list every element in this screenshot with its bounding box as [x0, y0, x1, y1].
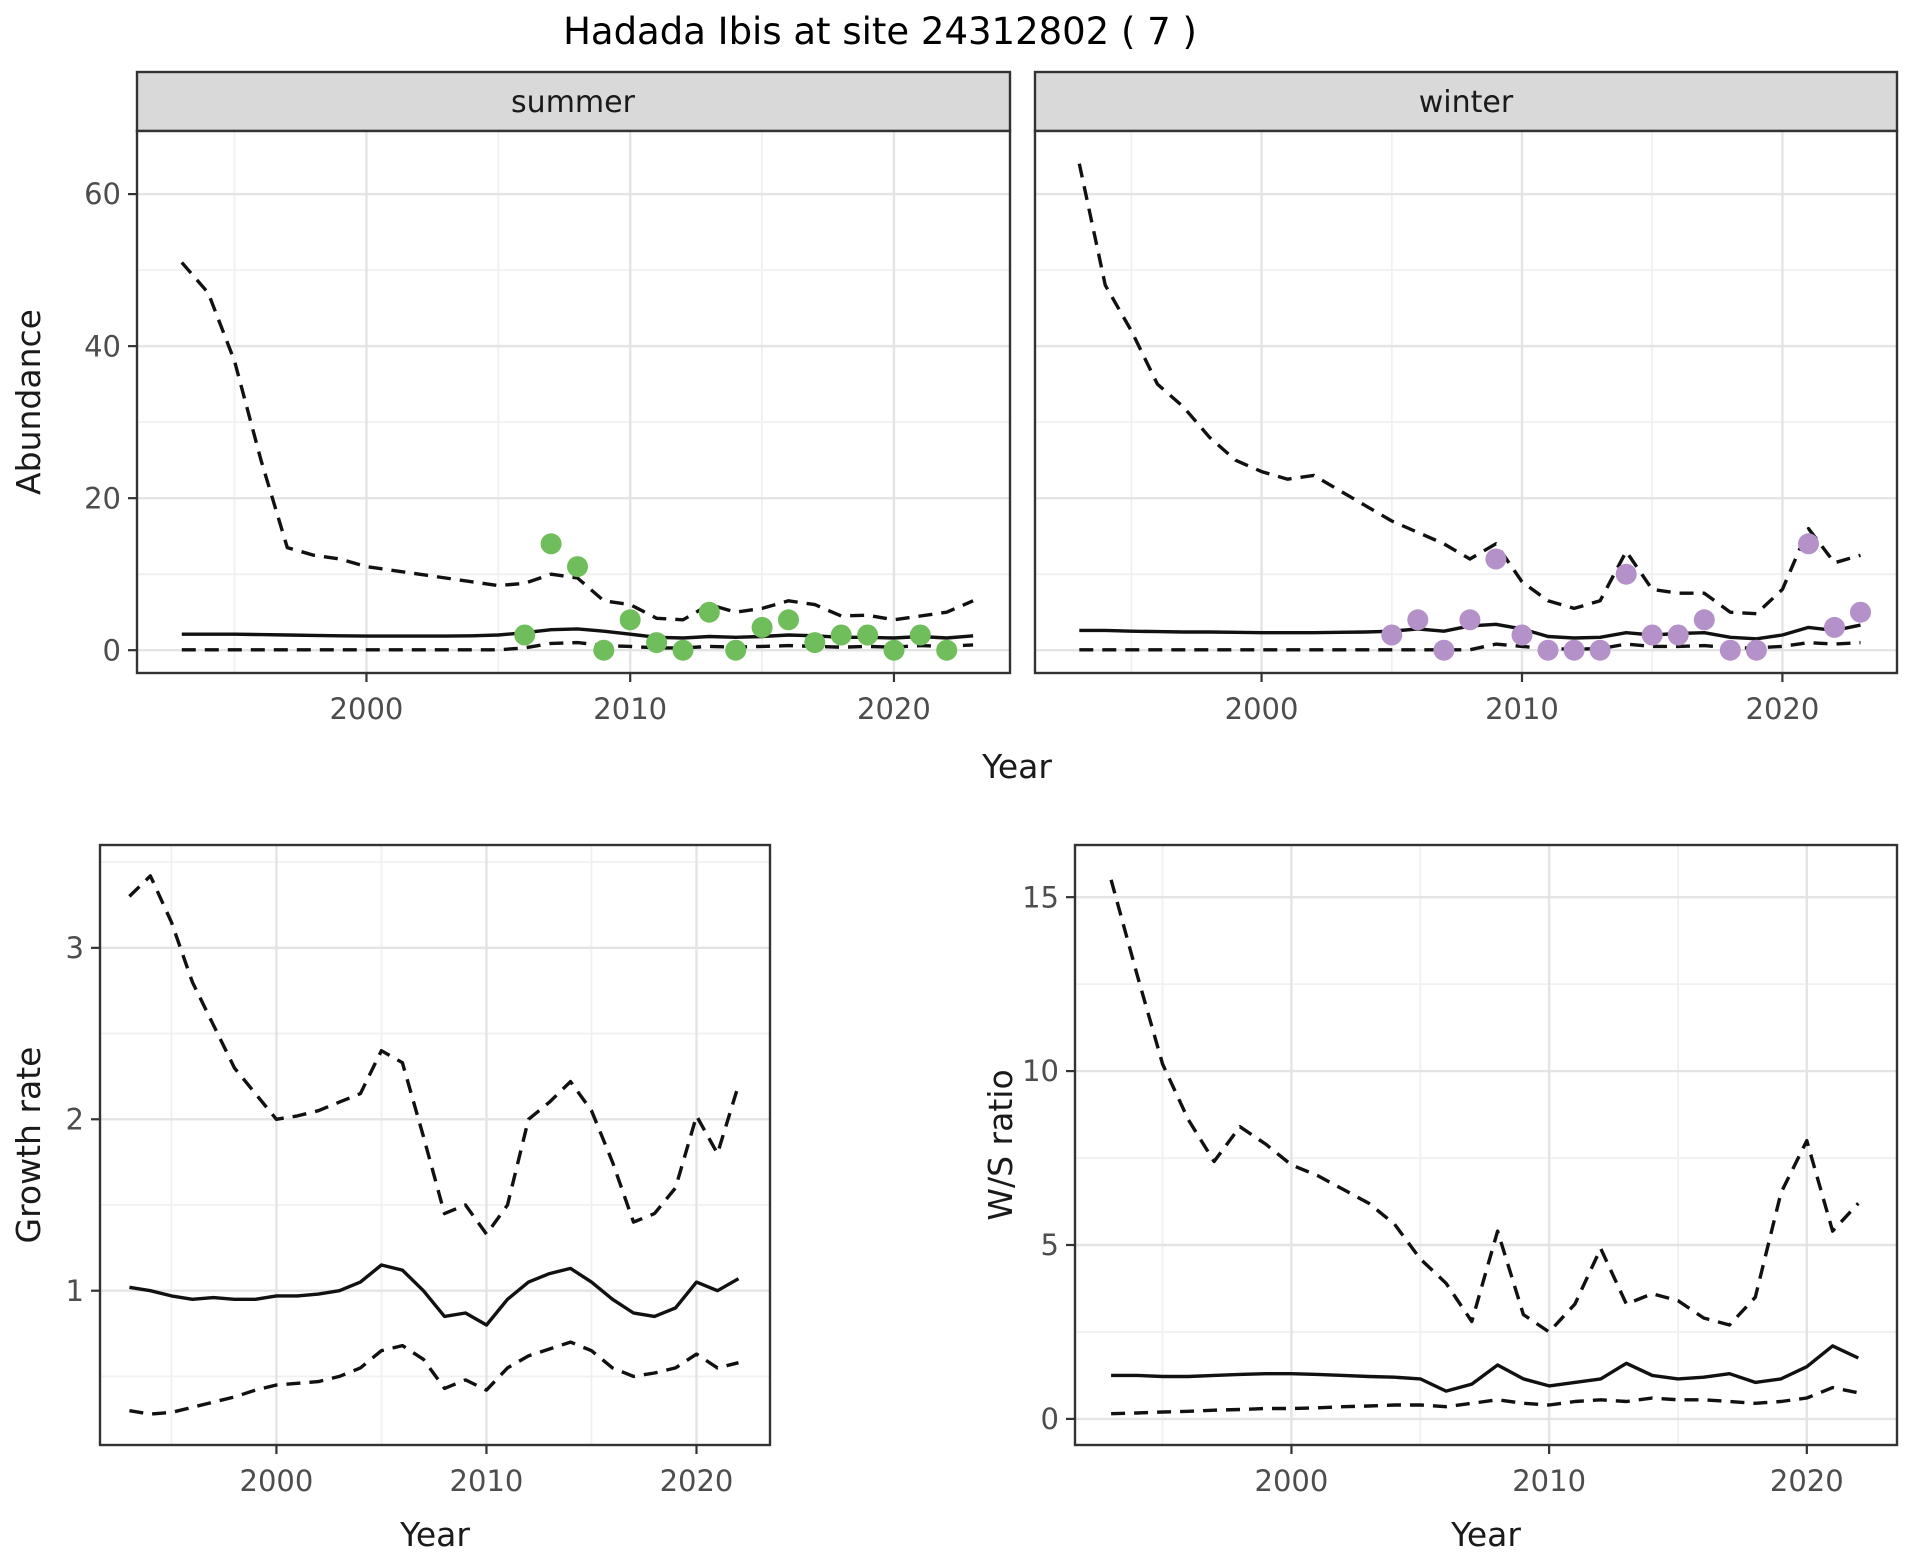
growth-rate-y-axis-title: Growth rate — [9, 1047, 48, 1244]
summer-data-point — [672, 639, 694, 661]
summer-data-point — [540, 533, 562, 555]
summer-data-point — [909, 624, 931, 646]
growth-rate-lower-ci-line — [129, 1340, 739, 1416]
x-tick-label: 2010 — [593, 692, 667, 726]
summer-data-point — [751, 616, 773, 638]
y-tick-label: 10 — [1022, 1054, 1059, 1088]
summer-data-point — [725, 639, 747, 661]
growth-rate-median-line — [129, 1263, 740, 1327]
winter-data-point — [1667, 624, 1689, 646]
facet-strip-label-winter: winter — [1419, 85, 1514, 120]
y-tick-label: 5 — [1041, 1228, 1059, 1262]
abundance-x-axis-title: Year — [981, 747, 1052, 786]
y-tick-label: 0 — [1041, 1402, 1059, 1436]
winter-data-point — [1407, 609, 1429, 631]
summer-data-point — [857, 624, 879, 646]
summer-data-point — [804, 632, 826, 654]
x-tick-label: 2000 — [1255, 1464, 1329, 1498]
winter-data-point — [1693, 609, 1715, 631]
summer-data-point — [514, 624, 536, 646]
growth-rate-x-axis-title: Year — [399, 1515, 470, 1554]
summer-panel-background — [137, 131, 1010, 673]
y-tick-label: 3 — [66, 931, 84, 965]
y-tick-label: 60 — [84, 177, 121, 211]
growth-rate-panel-border — [98, 843, 772, 1447]
x-tick-label: 2020 — [660, 1464, 734, 1498]
summer-data-point — [830, 624, 852, 646]
x-tick-label: 2010 — [450, 1464, 524, 1498]
summer-data-point — [698, 601, 720, 623]
ws-ratio-median-line — [1111, 1344, 1860, 1393]
x-tick-label: 2020 — [857, 692, 931, 726]
x-tick-label: 2000 — [1225, 692, 1299, 726]
summer-data-point — [619, 609, 641, 631]
winter-data-point — [1745, 639, 1767, 661]
winter-data-point — [1485, 548, 1507, 570]
winter-data-point — [1537, 639, 1559, 661]
x-tick-label: 2020 — [1770, 1464, 1844, 1498]
y-tick-label: 2 — [66, 1102, 84, 1136]
ws-ratio-upper-ci-line — [1109, 879, 1860, 1334]
winter-panel-border — [1033, 129, 1899, 675]
summer-data-point — [567, 556, 588, 578]
ws-ratio-lower-ci-line — [1111, 1385, 1859, 1416]
winter-data-point — [1824, 616, 1845, 638]
winter-data-point — [1850, 601, 1871, 623]
winter-data-point — [1641, 624, 1663, 646]
summer-panel-border — [135, 129, 1012, 675]
chart-title: Hadada Ibis at site 24312802 ( 7 ) — [563, 10, 1197, 53]
facet-strip-label-summer: summer — [511, 85, 636, 120]
summer-data-point — [883, 639, 905, 661]
summer-data-point — [646, 632, 668, 654]
growth-rate-upper-ci-line — [128, 874, 741, 1236]
x-tick-label: 2010 — [1485, 692, 1559, 726]
winter-data-point — [1719, 639, 1741, 661]
winter-data-point — [1433, 639, 1455, 661]
y-tick-label: 40 — [84, 329, 121, 363]
facet-strip-summer — [135, 70, 1012, 133]
growth-rate-panel-background — [100, 845, 770, 1445]
winter-data-point — [1381, 624, 1403, 646]
summer-data-point — [936, 639, 958, 661]
y-tick-label: 1 — [66, 1274, 84, 1308]
winter-upper-ci-line — [1077, 163, 1861, 616]
summer-upper-ci-line — [180, 261, 974, 622]
x-tick-label: 2000 — [240, 1464, 314, 1498]
winter-data-point — [1563, 639, 1585, 661]
summer-data-point — [593, 639, 615, 661]
ws-ratio-panel-background — [1075, 845, 1897, 1445]
summer-lower-ci-line — [181, 640, 974, 652]
y-tick-label: 15 — [1022, 880, 1059, 914]
ws-ratio-x-axis-title: Year — [1450, 1515, 1521, 1554]
winter-data-point — [1798, 533, 1819, 555]
winter-data-point — [1589, 639, 1611, 661]
ws-ratio-y-axis-title: W/S ratio — [981, 1069, 1020, 1220]
x-tick-label: 2010 — [1512, 1464, 1586, 1498]
summer-data-point — [778, 609, 799, 631]
x-tick-label: 2020 — [1746, 692, 1820, 726]
winter-panel-background — [1035, 131, 1897, 673]
ws-ratio-panel-border — [1073, 843, 1899, 1447]
facet-strip-winter — [1033, 70, 1899, 133]
abundance-y-axis-title: Abundance — [9, 309, 48, 495]
winter-data-point — [1459, 609, 1481, 631]
y-tick-label: 0 — [103, 633, 121, 667]
winter-data-point — [1511, 624, 1533, 646]
winter-data-point — [1615, 563, 1637, 585]
x-tick-label: 2000 — [330, 692, 404, 726]
y-tick-label: 20 — [84, 481, 121, 515]
